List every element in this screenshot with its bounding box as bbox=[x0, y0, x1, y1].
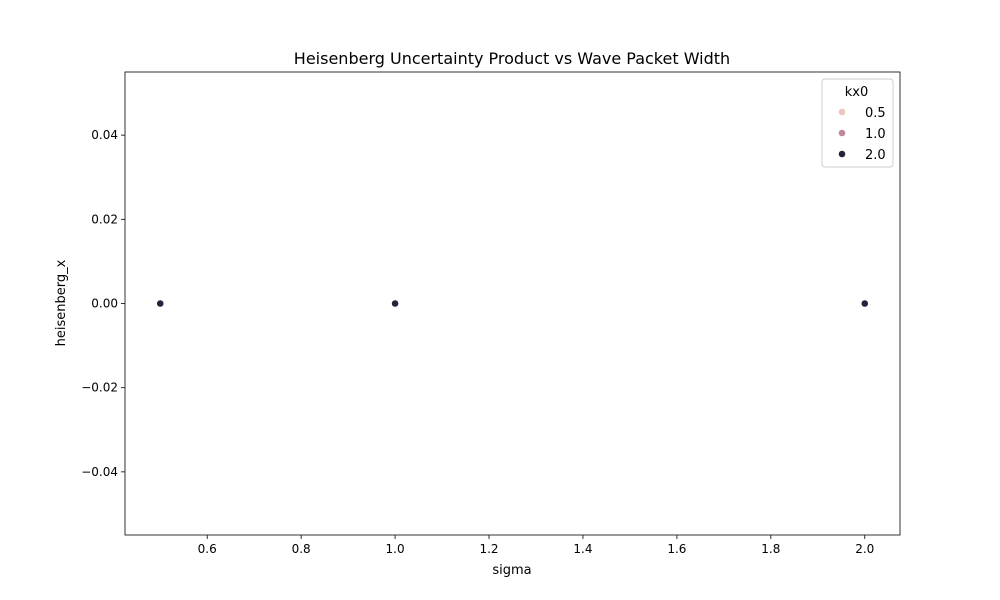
x-axis-label: sigma bbox=[492, 563, 531, 578]
legend-marker bbox=[838, 108, 846, 116]
data-point bbox=[391, 299, 399, 308]
x-tick-label: 2.0 bbox=[855, 542, 874, 556]
plot-area bbox=[124, 71, 901, 536]
x-tick-label: 0.6 bbox=[198, 542, 217, 556]
legend-box bbox=[821, 78, 894, 168]
legend-marker bbox=[838, 150, 846, 158]
chart-title: Heisenberg Uncertainty Product vs Wave P… bbox=[294, 49, 730, 68]
legend-label: 1.0 bbox=[865, 127, 886, 142]
legend-title: kx0 bbox=[845, 85, 869, 100]
x-tick-label: 1.8 bbox=[761, 542, 780, 556]
legend: kx0 0.5 1.0 2.0 bbox=[821, 78, 894, 168]
x-tick-label: 0.8 bbox=[292, 542, 311, 556]
y-tick-label: 0.02 bbox=[91, 212, 118, 226]
y-axis: −0.04 −0.02 0.00 0.02 0.04 bbox=[81, 128, 125, 479]
y-tick-label: 0.04 bbox=[91, 128, 118, 142]
x-axis: 0.6 0.8 1.0 1.2 1.4 1.6 1.8 2.0 bbox=[198, 535, 874, 556]
x-tick-label: 1.4 bbox=[573, 542, 592, 556]
data-points bbox=[156, 299, 869, 308]
y-tick-label: 0.00 bbox=[91, 297, 118, 311]
x-tick-label: 1.0 bbox=[386, 542, 405, 556]
x-tick-label: 1.6 bbox=[667, 542, 686, 556]
y-tick-label: −0.02 bbox=[81, 381, 118, 395]
legend-marker bbox=[838, 129, 846, 137]
legend-label: 2.0 bbox=[865, 148, 886, 163]
y-axis-label: heisenberg_x bbox=[54, 259, 69, 346]
data-point bbox=[860, 299, 869, 308]
data-point bbox=[156, 299, 165, 308]
x-tick-label: 1.2 bbox=[479, 542, 498, 556]
y-tick-label: −0.04 bbox=[81, 465, 118, 479]
plot-frame bbox=[124, 71, 901, 536]
legend-label: 0.5 bbox=[865, 106, 886, 121]
